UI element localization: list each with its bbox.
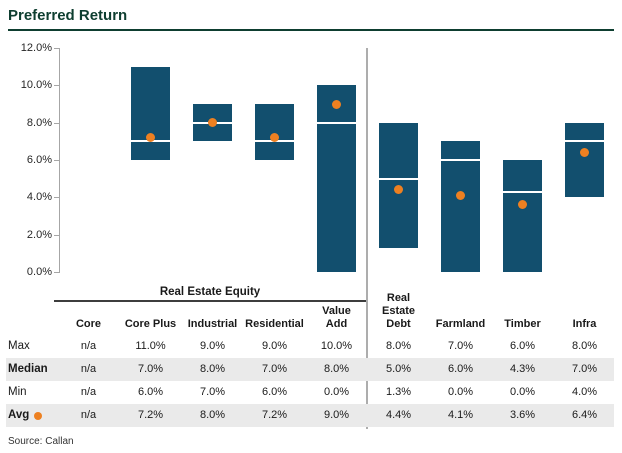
- y-axis-label: 0.0%: [26, 266, 52, 278]
- row-shade-median: [6, 358, 614, 381]
- y-axis-tick: [54, 160, 59, 161]
- table-cell-avg-farmland: 4.1%: [447, 409, 474, 421]
- table-cell-median-residential: 7.0%: [261, 363, 288, 375]
- table-cell-avg-residential: 7.2%: [261, 409, 288, 421]
- table-group-header: Real Estate Equity: [159, 286, 261, 298]
- range-bar-core-plus: [131, 66, 170, 160]
- avg-dot-core-plus: [146, 133, 155, 143]
- table-cell-median-infra: 7.0%: [571, 363, 598, 375]
- table-cell-min-real-estate-debt: 1.3%: [385, 386, 412, 398]
- y-axis-tick: [54, 122, 59, 124]
- table-cell-min-infra: 4.0%: [571, 386, 598, 398]
- table-cell-median-industrial: 8.0%: [199, 363, 226, 375]
- y-axis-line: [59, 48, 60, 273]
- y-axis-tick: [54, 85, 59, 87]
- range-bar-timber: [503, 160, 542, 272]
- table-cell-max-core-plus: 11.0%: [135, 340, 166, 352]
- col-header-industrial: Industrial: [187, 318, 238, 330]
- table-cell-max-core: n/a: [80, 340, 97, 352]
- row-label-median: Median: [8, 358, 48, 381]
- y-axis-label: 6.0%: [26, 154, 52, 166]
- range-bar-residential: [255, 104, 294, 160]
- table-cell-avg-real-estate-debt: 4.4%: [385, 409, 412, 421]
- y-axis-label: 12.0%: [20, 42, 52, 54]
- median-line-timber: [503, 190, 542, 193]
- col-header-core-plus: Core Plus: [124, 318, 177, 330]
- col-header-timber: Timber: [504, 318, 541, 330]
- range-bar-real-estate-debt: [379, 122, 418, 248]
- avg-dot-infra: [580, 148, 589, 158]
- table-cell-max-farmland: 7.0%: [447, 340, 474, 352]
- avg-dot-industrial: [208, 118, 217, 128]
- table-cell-avg-timber: 3.6%: [509, 409, 536, 421]
- group-divider-line: [366, 48, 368, 429]
- median-line-farmland: [441, 159, 480, 161]
- y-axis-tick: [54, 197, 59, 199]
- col-header-real-estate-debt: Real Estate Debt: [381, 292, 416, 330]
- table-cell-min-core-plus: 6.0%: [137, 386, 164, 398]
- table-cell-median-core: n/a: [80, 363, 97, 375]
- table-cell-min-core: n/a: [80, 386, 97, 398]
- table-cell-max-residential: 9.0%: [261, 340, 288, 352]
- table-group-underline: [54, 300, 366, 302]
- table-cell-avg-industrial: 8.0%: [199, 409, 226, 421]
- table-cell-min-value-add: 0.0%: [323, 386, 350, 398]
- avg-dot-timber: [518, 200, 527, 210]
- table-cell-median-timber: 4.3%: [509, 363, 536, 375]
- row-label-text: Min: [8, 386, 27, 398]
- table-cell-max-real-estate-debt: 8.0%: [385, 340, 412, 352]
- avg-legend-dot-icon: [34, 411, 43, 420]
- table-cell-max-industrial: 9.0%: [199, 340, 226, 352]
- avg-dot-real-estate-debt: [394, 185, 403, 195]
- table-cell-max-infra: 8.0%: [571, 340, 598, 352]
- row-label-text: Avg: [8, 409, 30, 421]
- row-label-min: Min: [8, 381, 27, 404]
- median-line-value-add: [317, 121, 356, 124]
- table-cell-avg-infra: 6.4%: [571, 409, 598, 421]
- range-bar-farmland: [441, 141, 480, 272]
- table-cell-min-residential: 6.0%: [261, 386, 288, 398]
- table-cell-min-timber: 0.0%: [509, 386, 536, 398]
- source-note: Source: Callan: [8, 436, 74, 447]
- table-cell-median-value-add: 8.0%: [323, 363, 350, 375]
- table-cell-median-farmland: 6.0%: [447, 363, 474, 375]
- y-axis-label: 8.0%: [26, 116, 52, 129]
- col-header-residential: Residential: [245, 318, 304, 330]
- col-header-value-add: Value Add: [322, 305, 351, 330]
- range-bar-value-add: [317, 85, 356, 272]
- col-header-farmland: Farmland: [435, 318, 486, 330]
- median-line-real-estate-debt: [379, 177, 418, 180]
- table-cell-avg-core: n/a: [80, 409, 97, 421]
- col-header-core: Core: [75, 318, 102, 330]
- row-label-text: Max: [8, 340, 30, 352]
- table-cell-min-industrial: 7.0%: [199, 386, 226, 398]
- title-rule: [8, 29, 614, 31]
- y-axis-tick: [54, 48, 59, 49]
- page-title: Preferred Return: [8, 7, 128, 24]
- table-cell-median-core-plus: 7.0%: [137, 363, 164, 375]
- range-bar-infra: [565, 122, 604, 198]
- avg-dot-residential: [270, 133, 279, 143]
- row-label-text: Median: [8, 363, 48, 375]
- table-cell-min-farmland: 0.0%: [447, 386, 474, 398]
- avg-dot-farmland: [456, 190, 465, 200]
- row-label-max: Max: [8, 335, 30, 358]
- table-cell-max-timber: 6.0%: [509, 340, 536, 352]
- y-axis-tick: [54, 234, 59, 236]
- table-cell-avg-value-add: 9.0%: [323, 409, 350, 421]
- row-shade-avg: [6, 404, 614, 427]
- table-cell-avg-core-plus: 7.2%: [137, 409, 164, 421]
- table-cell-max-value-add: 10.0%: [320, 340, 353, 352]
- y-axis-label: 4.0%: [26, 191, 52, 204]
- col-header-infra: Infra: [572, 318, 597, 330]
- y-axis-label: 2.0%: [26, 228, 52, 241]
- avg-dot-value-add: [332, 99, 341, 109]
- median-line-infra: [565, 140, 604, 143]
- y-axis-tick: [54, 272, 59, 273]
- y-axis-label: 10.0%: [20, 79, 52, 92]
- row-label-avg: Avg: [8, 404, 43, 427]
- table-cell-median-real-estate-debt: 5.0%: [385, 363, 412, 375]
